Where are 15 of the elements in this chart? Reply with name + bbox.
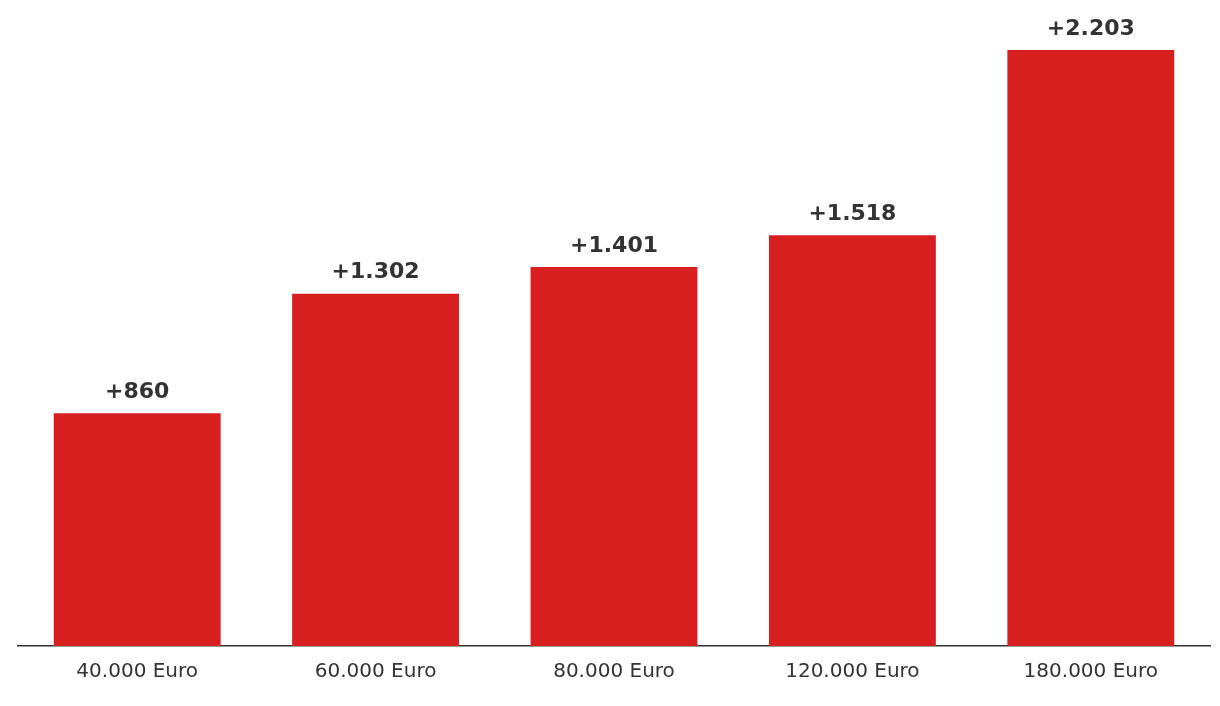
x-tick-label: 60.000 Euro	[314, 658, 437, 683]
bar	[292, 293, 460, 646]
x-tick-label: 120.000 Euro	[785, 658, 920, 683]
bar	[530, 266, 698, 646]
x-tick-label: 80.000 Euro	[553, 658, 675, 683]
x-tick-label: 180.000 Euro	[1023, 658, 1158, 683]
data-label: +2.203	[1046, 14, 1135, 40]
x-tick-label: 40.000 Euro	[76, 658, 199, 683]
bar	[768, 235, 936, 646]
data-label: +1.302	[331, 258, 420, 284]
bar	[53, 413, 221, 646]
bar	[1007, 50, 1175, 646]
data-label: +1.401	[569, 231, 659, 257]
data-label: +1.518	[808, 200, 897, 226]
data-label: +860	[105, 378, 170, 404]
